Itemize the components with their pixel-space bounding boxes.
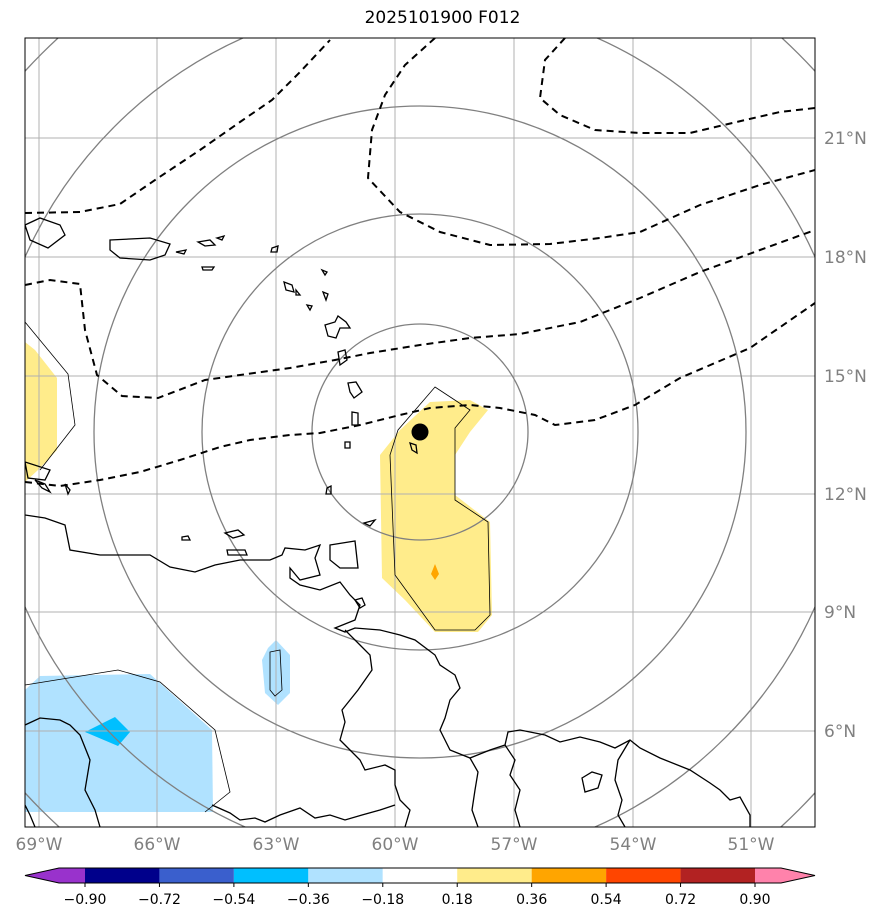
lat-tick-label: 21°N [824,129,867,149]
range-ring-1 [311,323,529,541]
colorbar-tick-label: 0.72 [665,892,696,908]
lon-tick-label: 51°W [728,835,775,855]
colorbar: −0.90 −0.72 −0.54 −0.36 −0.18 0.18 0.36 0.54 0.7… [24,867,816,908]
colorbar-segment [308,868,383,883]
trinidad [329,540,359,569]
lon-tick-label: 57°W [491,835,538,855]
lon-tick-label: 66°W [134,835,181,855]
positive-shade-main [380,400,492,632]
colorbar-tick-label: −0.54 [212,892,255,908]
colorbar-tick-label: 0.18 [442,892,473,908]
contour-d [25,229,815,400]
guadeloupe [324,315,352,339]
venezuela-coast [25,514,751,827]
contour-c [538,38,815,134]
shaded-field [25,342,492,812]
lat-tick-label: 15°N [824,367,867,387]
lon-tick-label: 54°W [610,835,657,855]
range-ring-3 [93,105,747,759]
lat-tick-label: 9°N [824,603,856,623]
lon-tick-labels: 69°W 66°W 63°W 60°W 57°W 54°W 51°W [16,835,775,855]
lat-tick-label: 6°N [824,722,856,742]
colorbar-extension-high [755,868,815,883]
puerto-rico [109,237,171,261]
contour-a [25,39,331,214]
range-ring-2 [201,213,639,651]
lat-tick-label: 12°N [824,485,867,505]
colorbar-segment [85,868,160,883]
colorbar-tick-label: −0.72 [138,892,181,908]
colorbar-tick-label: 0.36 [516,892,547,908]
guiana-interior [339,629,411,827]
lat-tick-labels: 6°N 9°N 12°N 15°N 18°N 21°N [824,129,867,742]
tobago [223,529,246,539]
colorbar-tick-label: −0.36 [287,892,330,908]
grenada [362,518,377,527]
lat-tick-label: 18°N [824,248,867,268]
colorbar-outline [24,867,816,884]
center-marker [411,423,429,441]
martinique [347,381,363,399]
colorbar-segment [680,868,755,883]
colorbar-segment [382,868,458,883]
colorbar-segment [606,868,681,883]
dashed-contours [25,38,815,488]
suriname-lake [581,771,603,793]
colorbar-extension-low [25,868,85,883]
colorbar-segment [531,868,607,883]
colorbar-segment [159,868,234,883]
st-lucia [351,411,359,426]
contour-b [366,38,815,247]
colorbar-segment [233,868,309,883]
margarita [226,549,248,556]
barbados [409,441,418,455]
coastlines [25,217,751,827]
colorbar-segment [457,868,532,883]
trinidad-south [353,597,366,609]
colorbar-tick-label: 0.90 [739,892,770,908]
colorbar-tick-label: −0.90 [64,892,107,908]
outline-contours [25,321,491,813]
positive-shade-west [25,342,57,482]
map-title: 2025101900 F012 [364,8,521,28]
colorbar-tick-label: −0.18 [361,892,404,908]
lon-tick-label: 69°W [16,835,63,855]
puerto-rico-east [25,217,66,249]
map-frame [24,37,816,828]
lon-tick-label: 63°W [253,835,300,855]
lon-tick-label: 60°W [372,835,419,855]
colorbar-tick-label: 0.54 [591,892,622,908]
positive-shade-core [431,564,439,580]
